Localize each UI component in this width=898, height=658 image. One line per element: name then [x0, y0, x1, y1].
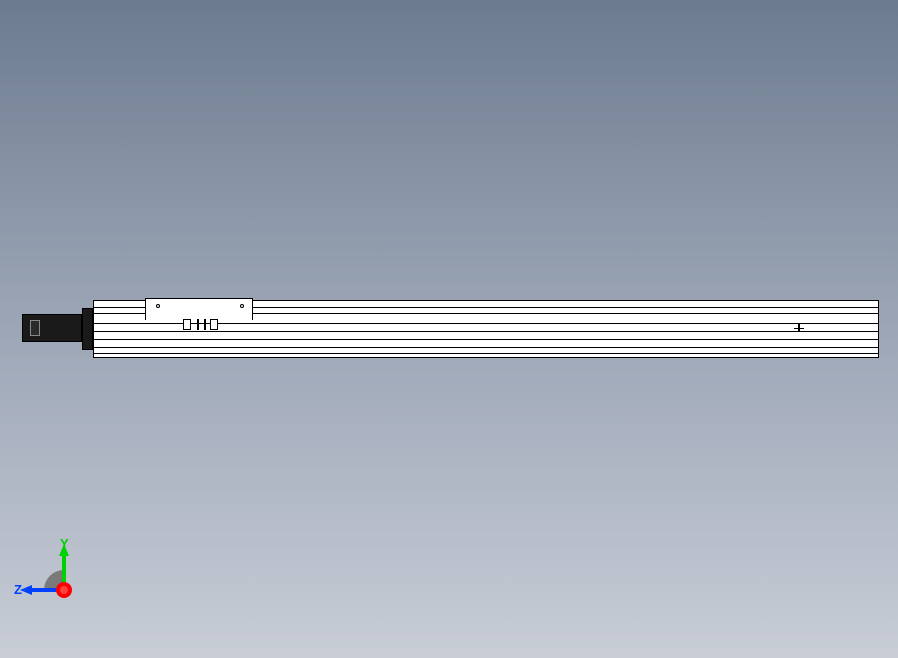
carriage-block	[145, 298, 253, 320]
carriage-bracket	[183, 319, 191, 330]
carriage-pin	[197, 319, 199, 330]
cad-viewport[interactable]: Y Z	[0, 0, 898, 658]
y-axis-label: Y	[60, 536, 69, 551]
rail-groove-line	[94, 353, 878, 354]
endcap-bore	[30, 320, 40, 336]
rail-groove-line	[94, 331, 878, 332]
model-3d-view[interactable]	[0, 0, 898, 658]
rail-groove-line	[94, 339, 878, 340]
triad-svg	[18, 540, 98, 620]
slot-horizontal-mark	[794, 328, 804, 329]
rail-groove-line	[94, 347, 878, 348]
carriage-mounting-hole	[156, 304, 160, 308]
carriage-bracket	[210, 319, 218, 330]
triad-origin-inner	[60, 586, 68, 594]
carriage-pin	[204, 319, 206, 330]
z-axis-label: Z	[14, 582, 22, 597]
carriage-mounting-hole	[240, 304, 244, 308]
coordinate-triad[interactable]: Y Z	[18, 540, 98, 620]
endcap-flange	[82, 308, 93, 350]
